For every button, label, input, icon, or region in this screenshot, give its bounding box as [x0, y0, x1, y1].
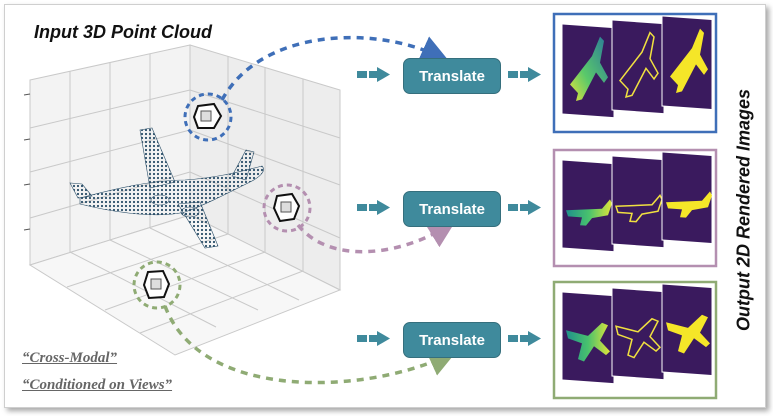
translate-box-3: Translate	[403, 322, 501, 358]
output-group-2	[552, 148, 718, 268]
caption-cross-modal: “Cross-Modal”	[22, 350, 118, 366]
output-arrows	[508, 67, 541, 346]
camera-view-3	[132, 260, 182, 310]
camera-view-1	[183, 92, 233, 142]
arrow-view-1	[220, 35, 449, 101]
caption-conditioned-on-views: “Conditioned on Views”	[22, 377, 173, 393]
arrow-view-2	[296, 220, 456, 254]
output-group-1	[552, 12, 718, 134]
input-arrows	[357, 67, 390, 346]
translate-box-1: Translate	[403, 58, 501, 94]
input-title: Input 3D Point Cloud	[34, 22, 212, 42]
output-group-3	[552, 280, 718, 400]
point-cloud-airplane	[69, 127, 264, 249]
translate-box-2: Translate	[403, 191, 501, 227]
output-title: Output 2D Rendered Images	[733, 88, 754, 332]
camera-view-2	[262, 183, 312, 233]
